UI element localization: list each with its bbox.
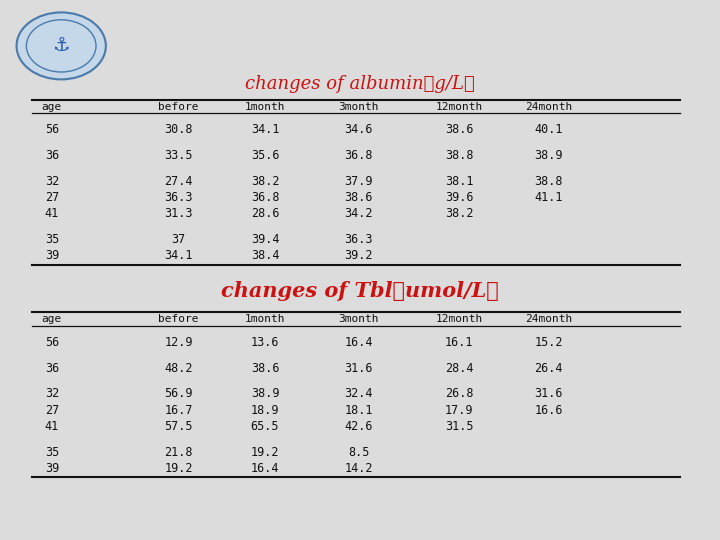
Text: 1month: 1month bbox=[245, 102, 285, 112]
Text: 38.6: 38.6 bbox=[445, 123, 474, 136]
Text: 57.5: 57.5 bbox=[164, 420, 193, 433]
Text: 12month: 12month bbox=[436, 314, 483, 324]
Text: before: before bbox=[158, 314, 199, 324]
Text: 13.6: 13.6 bbox=[251, 335, 279, 349]
Text: 40.1: 40.1 bbox=[534, 123, 563, 136]
Text: 34.1: 34.1 bbox=[251, 123, 279, 136]
Text: 21.8: 21.8 bbox=[164, 446, 193, 459]
Text: 36: 36 bbox=[45, 149, 59, 162]
Text: 41: 41 bbox=[45, 420, 59, 433]
Text: 27: 27 bbox=[45, 191, 59, 204]
Text: 28.4: 28.4 bbox=[445, 361, 474, 375]
Circle shape bbox=[17, 12, 106, 79]
Text: 36: 36 bbox=[45, 361, 59, 375]
Text: 38.1: 38.1 bbox=[445, 175, 474, 188]
Text: 56.9: 56.9 bbox=[164, 387, 193, 401]
Text: 35: 35 bbox=[45, 446, 59, 459]
Text: 36.3: 36.3 bbox=[344, 233, 373, 246]
Text: 37: 37 bbox=[171, 233, 186, 246]
Text: 1month: 1month bbox=[245, 314, 285, 324]
Text: 27.4: 27.4 bbox=[164, 175, 193, 188]
Text: 18.9: 18.9 bbox=[251, 403, 279, 417]
Text: 24month: 24month bbox=[525, 102, 572, 112]
Text: 33.5: 33.5 bbox=[164, 149, 193, 162]
Text: 39: 39 bbox=[45, 462, 59, 475]
Text: 17.9: 17.9 bbox=[445, 403, 474, 417]
Text: 36.3: 36.3 bbox=[164, 191, 193, 204]
Text: 8.5: 8.5 bbox=[348, 446, 369, 459]
Text: 15.2: 15.2 bbox=[534, 335, 563, 349]
Text: 39.2: 39.2 bbox=[344, 249, 373, 262]
Text: 31.5: 31.5 bbox=[445, 420, 474, 433]
Text: 31.6: 31.6 bbox=[534, 387, 563, 401]
Text: 39.6: 39.6 bbox=[445, 191, 474, 204]
Text: 26.4: 26.4 bbox=[534, 361, 563, 375]
Text: 12.9: 12.9 bbox=[164, 335, 193, 349]
Text: 38.6: 38.6 bbox=[251, 361, 279, 375]
Text: 24month: 24month bbox=[525, 314, 572, 324]
Text: changes of Tbl（umol/L）: changes of Tbl（umol/L） bbox=[221, 281, 499, 301]
Text: 31.6: 31.6 bbox=[344, 361, 373, 375]
Text: 18.1: 18.1 bbox=[344, 403, 373, 417]
Text: 38.2: 38.2 bbox=[445, 207, 474, 220]
Text: 38.2: 38.2 bbox=[251, 175, 279, 188]
Text: 26.8: 26.8 bbox=[445, 387, 474, 401]
Text: 16.7: 16.7 bbox=[164, 403, 193, 417]
Text: 38.9: 38.9 bbox=[534, 149, 563, 162]
Text: 16.4: 16.4 bbox=[251, 462, 279, 475]
Text: 32.4: 32.4 bbox=[344, 387, 373, 401]
Text: changes of albumin（g/L）: changes of albumin（g/L） bbox=[245, 75, 475, 93]
Text: age: age bbox=[42, 314, 62, 324]
Text: 38.9: 38.9 bbox=[251, 387, 279, 401]
Text: 35.6: 35.6 bbox=[251, 149, 279, 162]
Text: 30.8: 30.8 bbox=[164, 123, 193, 136]
Text: 56: 56 bbox=[45, 123, 59, 136]
Text: 37.9: 37.9 bbox=[344, 175, 373, 188]
Text: 34.2: 34.2 bbox=[344, 207, 373, 220]
Text: 39.4: 39.4 bbox=[251, 233, 279, 246]
Text: 32: 32 bbox=[45, 175, 59, 188]
Text: 12month: 12month bbox=[436, 102, 483, 112]
Text: 19.2: 19.2 bbox=[251, 446, 279, 459]
Text: 31.3: 31.3 bbox=[164, 207, 193, 220]
Text: ⚓: ⚓ bbox=[53, 36, 70, 56]
Text: 3month: 3month bbox=[338, 102, 379, 112]
Text: 41.1: 41.1 bbox=[534, 191, 563, 204]
Text: 14.2: 14.2 bbox=[344, 462, 373, 475]
Text: 38.6: 38.6 bbox=[344, 191, 373, 204]
Text: 16.6: 16.6 bbox=[534, 403, 563, 417]
Text: age: age bbox=[42, 102, 62, 112]
Text: 38.8: 38.8 bbox=[445, 149, 474, 162]
Text: 16.4: 16.4 bbox=[344, 335, 373, 349]
Text: 42.6: 42.6 bbox=[344, 420, 373, 433]
Text: 19.2: 19.2 bbox=[164, 462, 193, 475]
Text: 38.4: 38.4 bbox=[251, 249, 279, 262]
Text: 38.8: 38.8 bbox=[534, 175, 563, 188]
Text: 16.1: 16.1 bbox=[445, 335, 474, 349]
Text: 34.6: 34.6 bbox=[344, 123, 373, 136]
Text: 39: 39 bbox=[45, 249, 59, 262]
Circle shape bbox=[37, 28, 86, 64]
Text: 28.6: 28.6 bbox=[251, 207, 279, 220]
Text: before: before bbox=[158, 102, 199, 112]
Text: 48.2: 48.2 bbox=[164, 361, 193, 375]
Text: 41: 41 bbox=[45, 207, 59, 220]
Text: 32: 32 bbox=[45, 387, 59, 401]
Text: 65.5: 65.5 bbox=[251, 420, 279, 433]
Text: 27: 27 bbox=[45, 403, 59, 417]
Text: 3month: 3month bbox=[338, 314, 379, 324]
Text: 35: 35 bbox=[45, 233, 59, 246]
Text: 56: 56 bbox=[45, 335, 59, 349]
Text: 36.8: 36.8 bbox=[251, 191, 279, 204]
Text: 36.8: 36.8 bbox=[344, 149, 373, 162]
Text: 34.1: 34.1 bbox=[164, 249, 193, 262]
